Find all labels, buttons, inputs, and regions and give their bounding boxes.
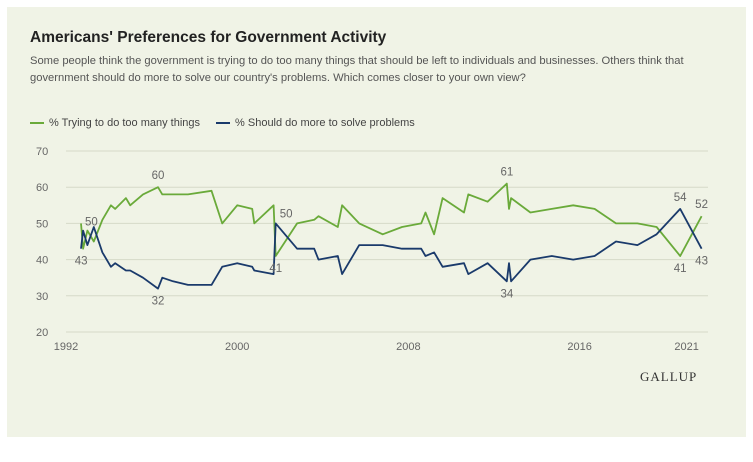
x-tick-label-1992: 1992 (54, 341, 78, 353)
series-line-1 (80, 182, 703, 257)
x-tick-label-2000: 2000 (225, 341, 249, 353)
y-tick-label-60: 60 (36, 182, 48, 194)
y-tick-label-20: 20 (36, 327, 48, 339)
x-tick-label-2016: 2016 (567, 341, 591, 353)
legend-label-do-more: % Should do more to solve problems (235, 117, 415, 129)
series-line-2 (80, 207, 703, 290)
chart-card (7, 7, 746, 437)
chart-legend: % Trying to do too many things % Should … (30, 117, 431, 129)
data-label-0: 50 (85, 216, 98, 228)
data-label-11: 43 (695, 256, 708, 268)
data-label-6: 61 (500, 167, 513, 179)
chart-title: Americans' Preferences for Government Ac… (30, 29, 387, 46)
data-label-1: 43 (75, 256, 88, 268)
data-label-8: 54 (674, 192, 687, 204)
data-label-9: 41 (674, 263, 687, 275)
x-tick-label-2021: 2021 (674, 341, 698, 353)
y-tick-label-70: 70 (36, 146, 48, 158)
y-tick-label-30: 30 (36, 291, 48, 303)
y-tick-label-40: 40 (36, 255, 48, 267)
legend-item-do-more: % Should do more to solve problems (216, 117, 415, 129)
legend-swatch-do-more (216, 122, 231, 124)
data-label-4: 41 (269, 263, 282, 275)
data-label-7: 34 (500, 288, 513, 300)
chart-subtitle: Some people think the government is tryi… (30, 55, 684, 84)
data-label-3: 32 (152, 296, 165, 308)
y-tick-label-50: 50 (36, 218, 48, 230)
gallup-logo: GALLUP (640, 369, 698, 384)
legend-label-too-many-things: % Trying to do too many things (49, 117, 201, 129)
legend-swatch-too-many-things (30, 122, 44, 124)
data-label-5: 50 (280, 208, 293, 220)
data-label-10: 52 (695, 199, 708, 211)
legend-item-too-many-things: % Trying to do too many things (30, 117, 200, 129)
x-tick-label-2008: 2008 (396, 341, 420, 353)
data-label-2: 60 (152, 170, 165, 182)
